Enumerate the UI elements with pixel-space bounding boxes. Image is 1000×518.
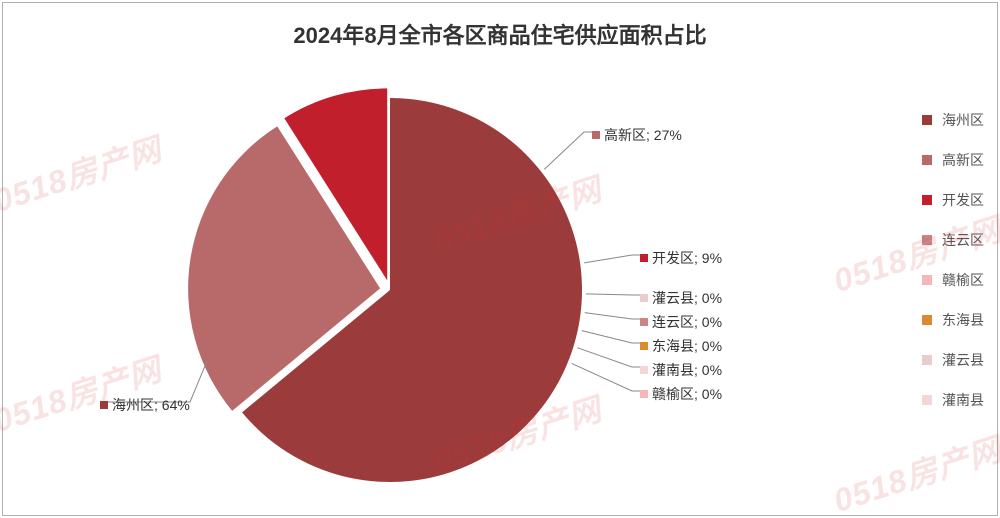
callout-text: 赣榆区; 0% [652,384,722,404]
callout-text: 东海县; 0% [652,336,722,356]
legend-swatch [922,315,932,325]
legend-label: 灌南县 [942,390,984,410]
legend-item: 东海县 [922,310,984,330]
callout-label: 开发区; 9% [640,248,722,268]
callout-label: 赣榆区; 0% [640,384,722,404]
callout-text: 灌南县; 0% [652,360,722,380]
legend-item: 灌南县 [922,390,984,410]
legend-swatch [922,275,932,285]
legend-swatch [922,355,932,365]
legend-label: 灌云县 [942,350,984,370]
legend-item: 开发区 [922,190,984,210]
leader-line [585,313,640,319]
legend-label: 赣榆区 [942,270,984,290]
callout-text: 灌云县; 0% [652,288,722,308]
legend-swatch [922,195,932,205]
leader-line [544,132,592,169]
leader-lines [0,0,1000,518]
legend-item: 高新区 [922,150,984,170]
callout-label: 东海县; 0% [640,336,722,356]
legend-item: 赣榆区 [922,270,984,290]
callout-text: 连云区; 0% [652,312,722,332]
callout-label: 连云区; 0% [640,312,722,332]
callout-text: 高新区; 27% [604,125,682,145]
callout-text: 海州区; 64% [112,395,190,415]
legend-label: 东海县 [942,310,984,330]
callout-marker [100,401,108,409]
leader-line [586,294,640,295]
callout-label: 高新区; 27% [592,125,682,145]
legend-item: 灌云县 [922,350,984,370]
leader-line [572,363,640,391]
leader-line [582,331,640,343]
callout-marker [640,390,648,398]
callout-label: 灌云县; 0% [640,288,722,308]
leader-line [584,255,640,263]
callout-label: 海州区; 64% [100,395,190,415]
callout-marker [640,366,648,374]
legend-swatch [922,115,932,125]
legend-swatch [922,235,932,245]
legend-item: 海州区 [922,110,984,130]
legend: 海州区高新区开发区连云区赣榆区东海县灌云县灌南县 [922,110,984,430]
legend-swatch [922,155,932,165]
leader-line [577,348,640,367]
legend-label: 开发区 [942,190,984,210]
callout-marker [640,318,648,326]
callout-marker [640,342,648,350]
legend-label: 海州区 [942,110,984,130]
legend-label: 连云区 [942,230,984,250]
callout-marker [592,131,600,139]
callout-marker [640,294,648,302]
callout-text: 开发区; 9% [652,248,722,268]
legend-label: 高新区 [942,150,984,170]
callout-marker [640,254,648,262]
legend-item: 连云区 [922,230,984,250]
callout-label: 灌南县; 0% [640,360,722,380]
legend-swatch [922,395,932,405]
